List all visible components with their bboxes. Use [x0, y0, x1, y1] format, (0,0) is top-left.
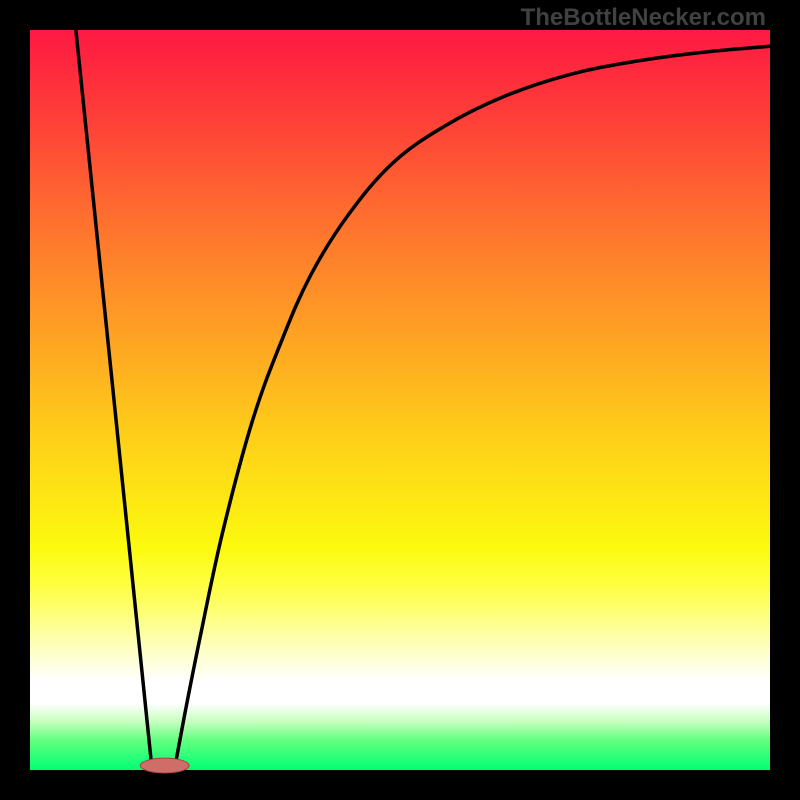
plot-area — [30, 30, 770, 770]
chart-frame: TheBottleNecker.com — [0, 0, 800, 800]
watermark-text: TheBottleNecker.com — [521, 4, 766, 32]
minimum-marker — [140, 758, 189, 773]
chart-svg — [30, 30, 770, 770]
